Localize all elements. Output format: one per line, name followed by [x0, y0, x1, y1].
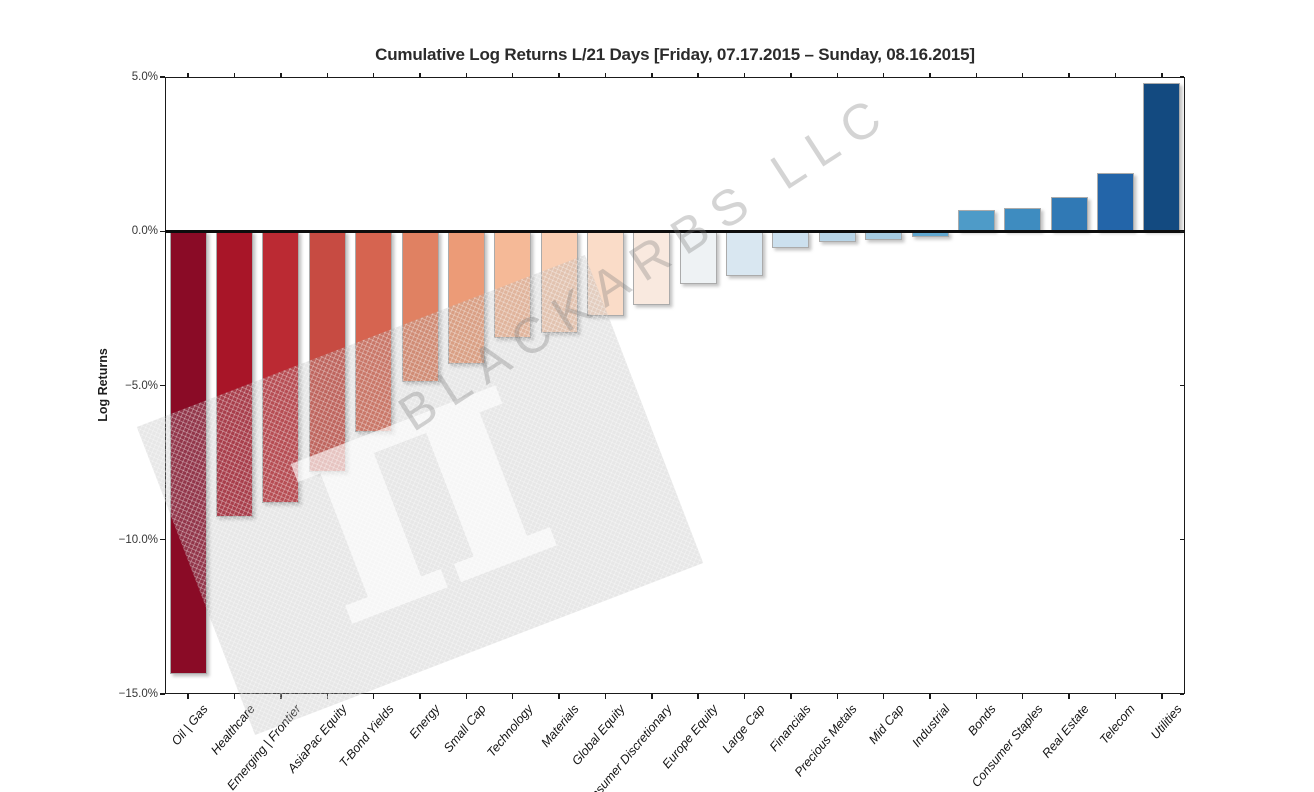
y-tick-label-1: 0.0% — [131, 225, 158, 238]
y-tick-left — [160, 230, 165, 232]
x-tick-top — [233, 72, 236, 77]
y-tick-label-0: 5.0% — [131, 71, 158, 83]
x-tick-bottom — [326, 694, 328, 699]
y-tick-right — [1180, 539, 1184, 541]
x-tick-bottom — [604, 694, 607, 699]
x-tick-top — [882, 72, 885, 77]
bar-oil-gas — [169, 231, 207, 674]
bar-technology — [494, 231, 532, 338]
x-tick-bottom — [280, 694, 282, 699]
bar-real-estate — [1050, 197, 1088, 232]
bar-consumer-discretionary — [633, 231, 671, 306]
x-tick-bottom — [419, 694, 421, 699]
y-tick-label-4: −15.0% — [118, 688, 158, 700]
x-tick-bottom — [1161, 694, 1163, 699]
x-tick-bottom — [1022, 694, 1024, 699]
y-tick-right — [1180, 230, 1184, 232]
bar-small-cap — [447, 231, 485, 364]
x-tick-top — [743, 72, 746, 77]
x-tick-bottom — [1114, 694, 1117, 699]
bar-utilities — [1143, 83, 1181, 232]
x-tick-top — [558, 72, 560, 77]
x-tick-top — [1114, 72, 1117, 77]
x-tick-bottom — [836, 694, 838, 699]
bar-t-bond-yields — [355, 231, 393, 432]
x-tick-top — [975, 72, 978, 77]
bar-global-equity — [586, 231, 624, 317]
x-tick-bottom — [651, 694, 653, 699]
zero-baseline — [165, 229, 1185, 233]
x-tick-bottom — [697, 694, 699, 699]
bar-healthcare — [216, 231, 254, 517]
y-tick-label-2: −5.0% — [125, 379, 158, 392]
x-tick-bottom — [743, 694, 746, 699]
x-tick-top — [419, 72, 421, 77]
y-tick-left — [160, 693, 165, 695]
x-tick-top — [372, 72, 375, 77]
x-tick-bottom — [929, 694, 931, 699]
bar-europe-equity — [679, 231, 717, 284]
x-tick-top — [697, 72, 699, 77]
x-tick-top — [326, 72, 328, 77]
x-tick-bottom — [882, 694, 885, 699]
plot-area — [165, 77, 1185, 694]
x-tick-top — [836, 72, 838, 77]
bar-emerging-frontier — [262, 231, 300, 503]
x-tick-top — [790, 72, 792, 77]
x-tick-bottom — [1068, 694, 1070, 699]
bar-energy — [401, 231, 439, 383]
bar-precious-metals — [818, 231, 856, 243]
y-tick-right — [1180, 693, 1184, 695]
x-tick-bottom — [233, 694, 236, 699]
x-tick-top — [512, 72, 514, 77]
y-tick-right — [1180, 384, 1184, 387]
bar-bonds — [957, 209, 995, 232]
y-tick-left — [160, 539, 165, 541]
x-tick-bottom — [975, 694, 978, 699]
x-tick-top — [604, 72, 607, 77]
x-tick-top — [1022, 72, 1024, 77]
x-tick-top — [929, 72, 931, 77]
bar-asiapac-equity — [308, 231, 346, 472]
y-axis-label: Log Returns — [96, 348, 110, 422]
bar-materials — [540, 231, 578, 334]
x-tick-top — [187, 72, 189, 77]
x-tick-bottom — [187, 694, 189, 699]
bar-telecom — [1096, 172, 1134, 232]
x-tick-top — [651, 72, 653, 77]
x-tick-top — [465, 72, 468, 77]
y-tick-right — [1180, 76, 1184, 78]
y-tick-left — [160, 384, 165, 387]
y-tick-left — [160, 76, 165, 78]
bar-financials — [772, 231, 810, 249]
y-tick-label-3: −10.0% — [118, 533, 158, 546]
x-tick-top — [1068, 72, 1070, 77]
x-tick-top — [1161, 72, 1163, 77]
x-tick-bottom — [512, 694, 514, 699]
x-tick-bottom — [465, 694, 468, 699]
x-tick-top — [280, 72, 282, 77]
x-tick-bottom — [558, 694, 560, 699]
bar-large-cap — [726, 231, 764, 276]
bar-consumer-staples — [1004, 208, 1042, 232]
x-tick-bottom — [790, 694, 792, 699]
chart-title: Cumulative Log Returns L/21 Days [Friday… — [375, 45, 975, 64]
x-tick-bottom — [372, 694, 375, 699]
